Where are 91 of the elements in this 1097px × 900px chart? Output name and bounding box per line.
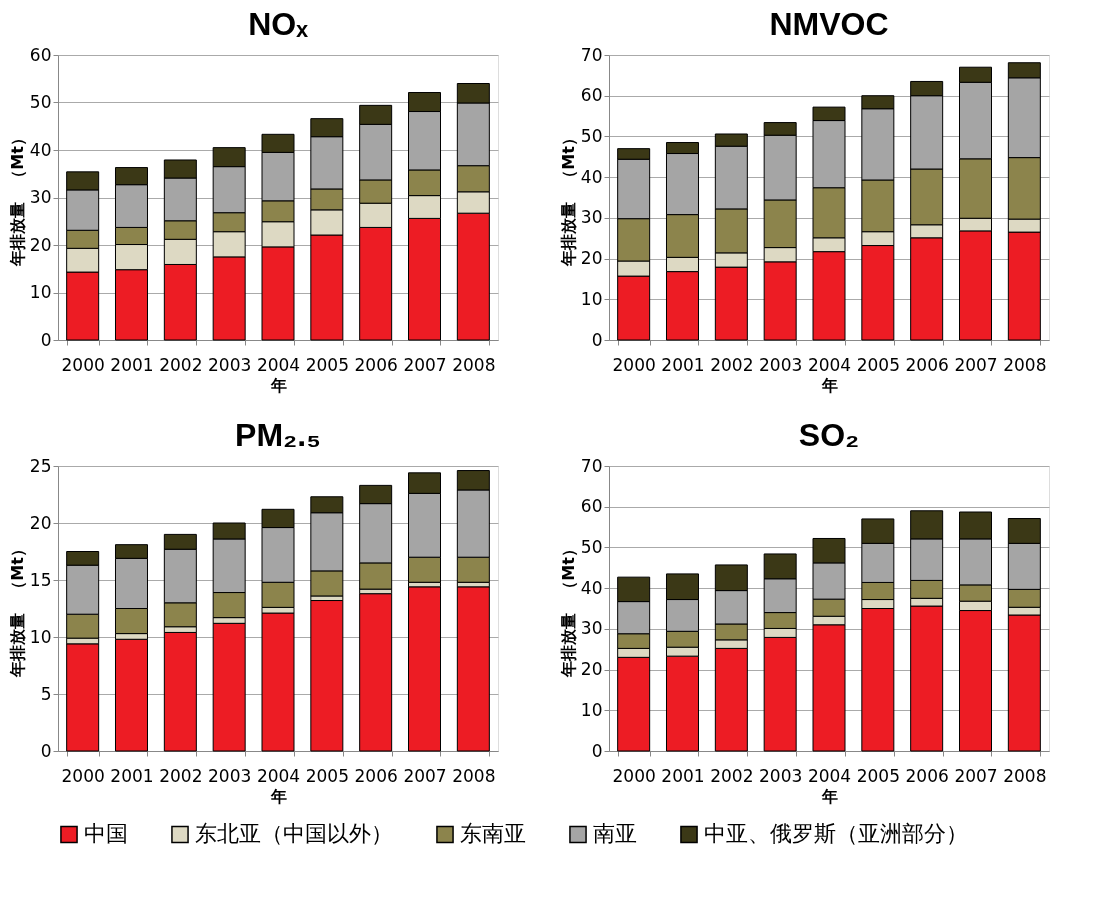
x-tick-label: 2004 bbox=[807, 354, 852, 375]
x-tick-label: 2007 bbox=[954, 765, 998, 786]
chart-title: NMVOC bbox=[769, 6, 889, 42]
bar bbox=[408, 586, 441, 752]
y-tick-label: 40 bbox=[580, 166, 603, 187]
x-tick-label: 2001 bbox=[110, 354, 154, 375]
x-tick-label: 2006 bbox=[905, 765, 949, 786]
y-tick-label: 0 bbox=[40, 329, 52, 350]
legend-label: 中国 bbox=[84, 821, 128, 847]
y-tick-label: 20 bbox=[580, 248, 603, 269]
y-tick-label: 30 bbox=[29, 187, 52, 207]
y-tick-label: 10 bbox=[580, 288, 603, 309]
y-tick-label: 70 bbox=[580, 455, 603, 476]
x-axis-title: 年 bbox=[269, 375, 287, 395]
y-tick-label: 20 bbox=[580, 659, 603, 680]
y-tick-label: 20 bbox=[29, 512, 52, 533]
x-tick-label: 2001 bbox=[661, 354, 705, 375]
legend-label: 南亚 bbox=[593, 821, 637, 847]
y-axis-title: 年排放量 （Mt） bbox=[7, 130, 27, 267]
x-axis-title: 年 bbox=[820, 786, 838, 806]
bar bbox=[261, 612, 295, 752]
y-tick-label: 20 bbox=[29, 234, 52, 255]
x-tick-label: 2002 bbox=[159, 354, 203, 375]
y-tick-label: 10 bbox=[29, 282, 52, 302]
y-tick-label: 50 bbox=[580, 125, 603, 146]
y-tick-label: 30 bbox=[580, 618, 603, 639]
x-tick-label: 2008 bbox=[1003, 765, 1047, 786]
bar bbox=[212, 622, 246, 752]
bar bbox=[163, 631, 197, 752]
chart-title: PM₂.₅ bbox=[235, 417, 321, 453]
legend-label: 东北亚（中国以外） bbox=[195, 821, 393, 847]
x-tick-label: 2006 bbox=[354, 354, 398, 375]
legend-label: 中亚、俄罗斯（亚洲部分） bbox=[704, 821, 968, 847]
x-tick-label: 2001 bbox=[110, 765, 154, 786]
y-tick-label: 50 bbox=[29, 92, 52, 112]
x-tick-label: 2000 bbox=[61, 354, 105, 375]
x-tick-label: 2007 bbox=[403, 765, 447, 786]
bar bbox=[456, 586, 490, 752]
x-tick-label: 2008 bbox=[1003, 354, 1047, 375]
y-tick-label: 60 bbox=[580, 85, 603, 106]
bar bbox=[310, 600, 344, 752]
chart-title: NOₓ bbox=[248, 6, 309, 42]
x-tick-label: 2003 bbox=[208, 765, 252, 786]
x-tick-label: 2000 bbox=[61, 765, 105, 786]
x-tick-label: 2000 bbox=[612, 354, 656, 375]
y-tick-label: 25 bbox=[29, 455, 52, 476]
x-tick-label: 2000 bbox=[612, 765, 656, 786]
x-tick-label: 2005 bbox=[856, 354, 900, 375]
bar bbox=[359, 593, 393, 752]
x-tick-label: 2005 bbox=[305, 765, 349, 786]
y-tick-label: 30 bbox=[580, 207, 603, 228]
y-tick-label: 60 bbox=[580, 496, 603, 517]
y-tick-label: 60 bbox=[29, 44, 52, 65]
x-tick-label: 2006 bbox=[354, 765, 398, 786]
y-axis-title: 年排放量 （Mt） bbox=[558, 541, 578, 678]
bar bbox=[66, 643, 100, 752]
x-tick-label: 2005 bbox=[856, 765, 900, 786]
y-tick-label: 0 bbox=[591, 329, 603, 350]
bar bbox=[115, 638, 148, 752]
x-tick-label: 2008 bbox=[452, 354, 496, 375]
x-axis-title: 年 bbox=[820, 375, 838, 395]
y-tick-label: 0 bbox=[591, 740, 603, 761]
x-tick-label: 2003 bbox=[759, 354, 803, 375]
legend-label: 东南亚 bbox=[460, 821, 526, 847]
y-tick-label: 15 bbox=[29, 569, 52, 590]
x-tick-label: 2004 bbox=[807, 765, 852, 786]
x-tick-label: 2002 bbox=[159, 765, 203, 786]
x-tick-label: 2004 bbox=[256, 765, 301, 786]
y-tick-label: 40 bbox=[580, 577, 603, 598]
y-tick-label: 70 bbox=[580, 44, 603, 65]
y-tick-label: 10 bbox=[580, 699, 603, 720]
x-tick-label: 2004 bbox=[256, 354, 301, 375]
x-tick-label: 2002 bbox=[710, 765, 754, 786]
y-tick-label: 40 bbox=[29, 139, 52, 160]
y-axis-title: 年排放量 （Mt） bbox=[7, 541, 27, 678]
x-tick-label: 2002 bbox=[710, 354, 754, 375]
y-axis-title: 年排放量 （Mt） bbox=[558, 130, 578, 267]
chart-title: SO₂ bbox=[798, 417, 860, 453]
y-tick-label: 0 bbox=[40, 740, 52, 761]
x-axis-title: 年 bbox=[269, 786, 287, 806]
x-tick-label: 2003 bbox=[208, 354, 252, 375]
x-tick-label: 2005 bbox=[305, 354, 349, 375]
x-tick-label: 2007 bbox=[954, 354, 998, 375]
y-tick-label: 10 bbox=[29, 626, 52, 647]
x-tick-label: 2006 bbox=[905, 354, 949, 375]
y-tick-label: 50 bbox=[580, 536, 603, 557]
x-tick-label: 2003 bbox=[759, 765, 803, 786]
x-tick-label: 2007 bbox=[403, 354, 447, 375]
x-tick-label: 2001 bbox=[661, 765, 705, 786]
x-tick-label: 2008 bbox=[452, 765, 496, 786]
y-tick-label: 5 bbox=[40, 683, 52, 704]
